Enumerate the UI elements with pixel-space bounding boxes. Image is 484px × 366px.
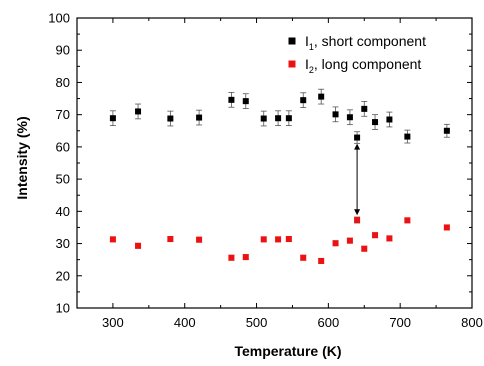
axes: 300 400 500 600 700 800 10 20 30 40 50 60 70 80 90 100 bbox=[48, 11, 483, 331]
legend-entry-2: I2, long component bbox=[288, 56, 421, 75]
data-point bbox=[332, 240, 339, 247]
data-point bbox=[228, 96, 235, 103]
double-arrow bbox=[354, 143, 361, 216]
legend-marker bbox=[288, 60, 296, 68]
data-point bbox=[346, 237, 353, 244]
data-point bbox=[404, 133, 411, 140]
data-point bbox=[260, 236, 267, 243]
data-point bbox=[275, 236, 282, 243]
data-point bbox=[332, 111, 339, 118]
data-point bbox=[109, 236, 116, 243]
data-point bbox=[196, 236, 203, 243]
y-tick-label: 60 bbox=[56, 139, 70, 154]
legend-label: I2, long component bbox=[305, 56, 421, 75]
arrow-head-down bbox=[354, 209, 361, 216]
x-tick-label: 800 bbox=[461, 315, 483, 330]
legend-entry-1: I1, short component bbox=[288, 33, 426, 52]
y-tick-label: 70 bbox=[56, 107, 70, 122]
x-tick-label: 700 bbox=[389, 315, 411, 330]
series-2 bbox=[109, 216, 450, 264]
legend-label-text: , long component bbox=[314, 56, 422, 72]
data-point bbox=[386, 235, 393, 242]
legend-label-subscript: 2 bbox=[309, 65, 314, 75]
y-tick-label: 30 bbox=[56, 236, 70, 251]
data-point bbox=[361, 105, 368, 112]
data-point bbox=[167, 236, 174, 243]
y-tick-label: 10 bbox=[56, 301, 70, 316]
data-point bbox=[386, 116, 393, 123]
data-point bbox=[346, 114, 353, 121]
data-point bbox=[275, 115, 282, 122]
data-point bbox=[300, 254, 307, 261]
y-tick-label: 80 bbox=[56, 75, 70, 90]
data-point bbox=[242, 98, 249, 105]
data-point bbox=[196, 114, 203, 121]
data-point bbox=[109, 115, 116, 122]
x-tick-label: 400 bbox=[174, 315, 196, 330]
data-point bbox=[228, 254, 235, 261]
data-point bbox=[404, 217, 411, 224]
data-point bbox=[354, 134, 361, 141]
data-point bbox=[361, 245, 368, 252]
data-point bbox=[372, 119, 379, 126]
data-point bbox=[260, 115, 267, 122]
data-point bbox=[318, 257, 325, 264]
legend-label-main: I bbox=[305, 56, 309, 72]
y-tick-label: 90 bbox=[56, 43, 70, 58]
x-axis-title: Temperature (K) bbox=[234, 343, 341, 359]
data-point bbox=[300, 97, 307, 104]
data-point bbox=[443, 127, 450, 134]
data-point bbox=[285, 236, 292, 243]
y-tick-label: 50 bbox=[56, 172, 70, 187]
data-point bbox=[242, 254, 249, 261]
x-tick-label: 600 bbox=[318, 315, 340, 330]
data-point bbox=[372, 232, 379, 239]
data-point bbox=[135, 242, 142, 249]
arrow-head-up bbox=[354, 143, 361, 150]
y-tick-label: 20 bbox=[56, 268, 70, 283]
data-point bbox=[354, 217, 361, 224]
data-points bbox=[109, 88, 450, 264]
data-point bbox=[285, 115, 292, 122]
y-tick-label: 40 bbox=[56, 204, 70, 219]
legend-label-subscript: 1 bbox=[309, 42, 314, 52]
y-tick-label: 100 bbox=[48, 11, 70, 26]
legend-label-text: , short component bbox=[314, 33, 426, 49]
data-point bbox=[443, 224, 450, 231]
x-tick-label: 300 bbox=[102, 315, 124, 330]
legend-marker bbox=[288, 37, 296, 45]
data-point bbox=[318, 93, 325, 100]
annotations bbox=[354, 143, 361, 216]
x-tick-label: 500 bbox=[246, 315, 268, 330]
series-1 bbox=[109, 88, 450, 144]
legend-label-main: I bbox=[305, 33, 309, 49]
legend-label: I1, short component bbox=[305, 33, 426, 52]
y-axis-title: Intensity (%) bbox=[14, 116, 30, 199]
data-point bbox=[135, 108, 142, 115]
data-point bbox=[167, 115, 174, 122]
